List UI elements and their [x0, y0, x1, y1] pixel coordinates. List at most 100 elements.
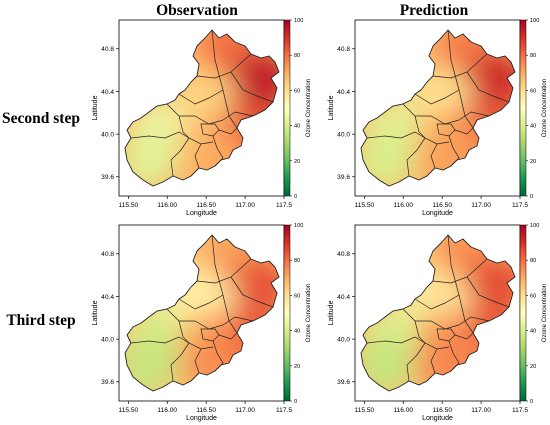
x-tick-label: 117.5: [512, 407, 528, 414]
district-line: [230, 276, 274, 308]
district-line: [432, 258, 488, 284]
x-tick-label: 117.5: [276, 407, 292, 414]
colorbar-tick-label: 0: [530, 194, 533, 200]
district-line: [200, 328, 220, 342]
x-tick-label: 115.50: [118, 407, 138, 414]
colorbar-tick-label: 80: [294, 53, 300, 59]
district-line: [222, 111, 254, 121]
district-line: [466, 276, 510, 308]
y-tick-label: 39.6: [101, 174, 114, 181]
district-line: [432, 53, 488, 79]
district-line: [454, 332, 474, 340]
x-tick-label: 116.00: [157, 202, 177, 209]
map-panel-2: 115.50 116.00 116.50 117.00 117.5 Longitude 39…: [92, 223, 312, 422]
district-line: [406, 342, 426, 382]
y-tick-label: 40.4: [101, 89, 114, 96]
y-tick-label: 39.6: [337, 174, 350, 181]
colorbar-label: Ozone Concentration: [541, 78, 548, 137]
district-line: [230, 71, 274, 103]
y-tick-label: 40.8: [337, 251, 350, 258]
x-tick-label: 117.5: [512, 202, 528, 209]
y-tick-label: 39.6: [101, 379, 114, 386]
x-axis-label: Longitude: [186, 415, 217, 422]
district-line: [130, 336, 190, 344]
y-tick-label: 39.6: [337, 379, 350, 386]
colorbar-tick-label: 40: [294, 329, 300, 335]
district-boundaries: [124, 234, 280, 392]
district-line: [430, 348, 438, 374]
colorbar-tick-label: 20: [530, 159, 536, 165]
map-panel-0: 115.50 116.00 116.50 117.00 117.5 Longitude 39…: [92, 18, 312, 217]
colorbar-tick-label: 80: [530, 258, 536, 264]
district-line: [194, 348, 202, 374]
x-tick-label: 116.00: [393, 202, 413, 209]
district-line: [218, 332, 238, 340]
x-tick-label: 115.50: [354, 407, 374, 414]
colorbar-tick-label: 60: [294, 88, 300, 94]
district-line: [166, 103, 224, 125]
district-line: [178, 294, 224, 310]
district-boundaries: [360, 29, 516, 187]
colorbar-tick-label: 80: [294, 258, 300, 264]
district-line: [194, 143, 202, 169]
y-tick-label: 40.0: [101, 131, 114, 138]
y-axis-label: Latitude: [92, 300, 99, 325]
x-tick-label: 115.50: [354, 202, 374, 209]
colorbar-tick-label: 0: [530, 399, 533, 405]
district-line: [458, 111, 490, 121]
district-line: [170, 137, 190, 177]
column-title-observation: Observation: [156, 2, 238, 19]
colorbar: [283, 224, 291, 402]
x-tick-label: 116.50: [196, 202, 216, 209]
y-axis-label: Latitude: [328, 300, 335, 325]
district-line: [466, 71, 510, 103]
colorbar-tick-label: 20: [294, 159, 300, 165]
x-tick-label: 116.50: [432, 407, 452, 414]
row-title-third-step: Third step: [6, 312, 76, 329]
map-panel-1: 115.50 116.00 116.50 117.00 117.5 Longitude 39…: [328, 18, 548, 217]
row-title-second-step: Second step: [2, 110, 80, 127]
colorbar: [519, 224, 527, 402]
colorbar-tick-label: 40: [530, 124, 536, 130]
map-panel-3: 115.50 116.00 116.50 117.00 117.5 Longitude 39…: [328, 223, 548, 422]
district-line: [130, 131, 190, 139]
district-line: [178, 89, 224, 105]
map-outline: [124, 29, 280, 187]
x-tick-label: 116.50: [432, 202, 452, 209]
y-tick-label: 40.8: [101, 251, 114, 258]
colorbar-tick-label: 100: [294, 18, 303, 24]
x-axis-label: Longitude: [186, 210, 217, 217]
colorbar-label: Ozone Concentration: [541, 283, 548, 342]
y-tick-label: 40.4: [337, 89, 350, 96]
district-boundaries: [124, 29, 280, 187]
colorbar-tick-label: 100: [530, 223, 539, 229]
y-tick-label: 40.0: [337, 336, 350, 343]
y-axis-label: Latitude: [92, 95, 99, 120]
x-axis-label: Longitude: [422, 415, 453, 422]
colorbar: [519, 19, 527, 197]
x-tick-label: 117.00: [471, 407, 491, 414]
column-title-prediction: Prediction: [399, 2, 469, 19]
district-line: [166, 308, 224, 330]
colorbar-tick-label: 60: [530, 293, 536, 299]
map-outline: [360, 234, 516, 392]
district-line: [430, 143, 438, 169]
district-line: [222, 316, 254, 326]
x-tick-label: 116.00: [393, 407, 413, 414]
district-line: [196, 258, 252, 284]
district-line: [436, 328, 456, 342]
x-tick-label: 116.00: [157, 407, 177, 414]
colorbar-tick-label: 100: [294, 223, 303, 229]
colorbar-tick-label: 0: [294, 194, 297, 200]
district-line: [414, 294, 460, 310]
colorbar-tick-label: 100: [530, 18, 539, 24]
colorbar-tick-label: 60: [294, 293, 300, 299]
y-tick-label: 40.8: [101, 46, 114, 53]
district-line: [402, 308, 460, 330]
colorbar: [283, 19, 291, 197]
district-line: [170, 342, 190, 382]
district-line: [402, 103, 460, 125]
district-line: [196, 53, 252, 79]
colorbar-tick-label: 20: [294, 364, 300, 370]
colorbar-tick-label: 40: [530, 329, 536, 335]
